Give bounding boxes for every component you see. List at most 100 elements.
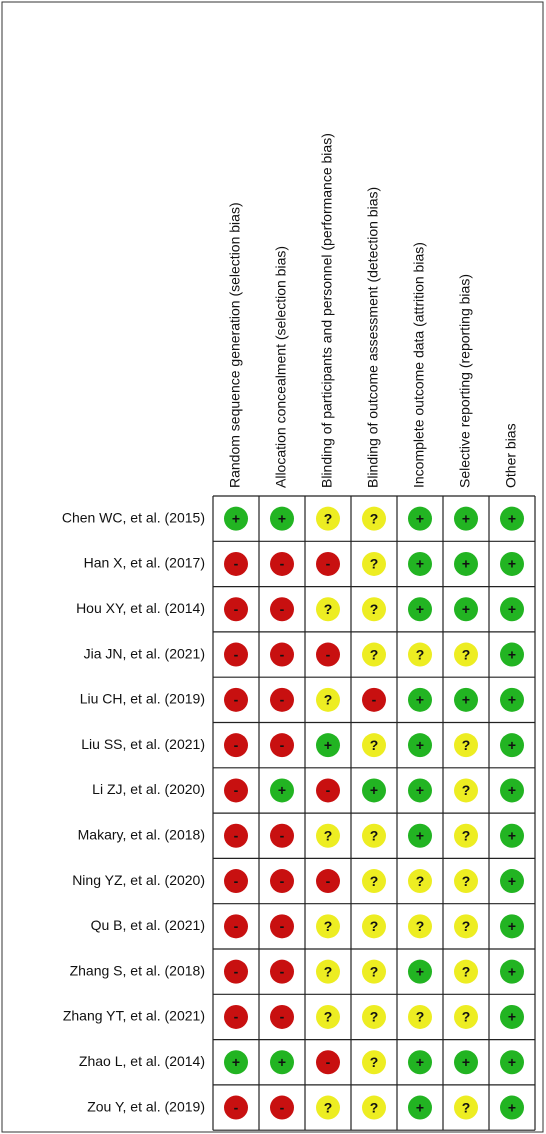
judgment-circle <box>270 778 294 803</box>
judgment-circle <box>454 551 478 576</box>
study-label: Zhang YT, et al. (2021) <box>63 1008 205 1024</box>
judgment-symbol: - <box>280 646 285 662</box>
judgment-circle <box>270 733 294 758</box>
judgment-symbol: - <box>234 601 239 617</box>
judgment-circle <box>500 1095 524 1120</box>
judgment-circle <box>270 959 294 984</box>
judgment-symbol: + <box>232 510 240 526</box>
judgment-symbol: ? <box>462 827 471 843</box>
judgment-symbol: + <box>508 1099 516 1115</box>
judgment-symbol: + <box>416 1099 424 1115</box>
judgment-symbol: + <box>416 1054 424 1070</box>
study-label: Zhao L, et al. (2014) <box>79 1053 205 1069</box>
study-label: Zhang S, et al. (2018) <box>70 962 205 978</box>
judgment-symbol: - <box>234 1009 239 1025</box>
judgment-circle <box>224 687 248 712</box>
judgment-circle <box>316 1095 340 1120</box>
judgment-symbol: - <box>280 873 285 889</box>
judgment-symbol: + <box>508 601 516 617</box>
judgment-circle <box>316 1050 340 1075</box>
judgment-circle <box>316 733 340 758</box>
judgment-symbol: - <box>234 737 239 753</box>
judgment-circle <box>454 1095 478 1120</box>
judgment-circle <box>270 506 294 531</box>
judgment-symbol: ? <box>324 1009 333 1025</box>
judgment-circle <box>316 823 340 848</box>
judgment-symbol: - <box>280 601 285 617</box>
judgment-symbol: ? <box>462 1009 471 1025</box>
judgment-symbol: - <box>326 646 331 662</box>
judgment-circle <box>224 733 248 758</box>
judgment-symbol: - <box>234 963 239 979</box>
judgment-circle <box>270 869 294 894</box>
judgment-symbol: ? <box>370 1009 379 1025</box>
judgment-symbol: ? <box>462 646 471 662</box>
judgment-symbol: + <box>416 692 424 708</box>
judgment-circle <box>224 959 248 984</box>
judgment-symbol: + <box>416 782 424 798</box>
judgment-circle <box>270 1004 294 1029</box>
judgment-symbol: ? <box>462 737 471 753</box>
judgment-symbol: + <box>508 556 516 572</box>
judgment-symbol: - <box>234 918 239 934</box>
judgment-symbol: - <box>326 873 331 889</box>
judgment-circle <box>500 1004 524 1029</box>
judgment-circle <box>500 778 524 803</box>
judgment-circle <box>224 869 248 894</box>
judgment-circle <box>408 869 432 894</box>
column-header: Other bias <box>503 423 519 488</box>
study-label: Zou Y, et al. (2019) <box>87 1098 205 1114</box>
judgment-symbol: - <box>280 918 285 934</box>
judgment-circle <box>454 687 478 712</box>
judgment-circle <box>408 778 432 803</box>
judgment-symbol: + <box>370 782 378 798</box>
judgment-circle <box>362 1050 386 1075</box>
judgment-symbol: - <box>234 646 239 662</box>
judgment-circle <box>224 506 248 531</box>
judgment-symbol: ? <box>324 963 333 979</box>
judgment-symbol: + <box>462 692 470 708</box>
judgment-symbol: + <box>278 782 286 798</box>
judgment-circle <box>362 914 386 939</box>
judgment-circle <box>454 1004 478 1029</box>
judgment-symbol: ? <box>416 646 425 662</box>
judgment-symbol: - <box>234 1099 239 1115</box>
judgment-symbol: ? <box>370 510 379 526</box>
judgment-circle <box>500 914 524 939</box>
judgment-circle <box>500 642 524 667</box>
judgment-circle <box>408 1095 432 1120</box>
judgment-circle <box>224 642 248 667</box>
judgment-circle <box>224 778 248 803</box>
judgment-circle <box>408 959 432 984</box>
judgment-symbol: + <box>508 646 516 662</box>
judgment-symbol: - <box>234 556 239 572</box>
judgment-circle <box>362 642 386 667</box>
study-label: Jia JN, et al. (2021) <box>84 645 205 661</box>
judgment-circle <box>224 551 248 576</box>
judgment-symbol: + <box>278 1054 286 1070</box>
judgment-circle <box>362 1004 386 1029</box>
judgment-symbol: ? <box>370 873 379 889</box>
judgment-symbol: - <box>280 737 285 753</box>
judgment-circle <box>270 823 294 848</box>
judgment-circle <box>362 778 386 803</box>
judgment-symbol: - <box>326 556 331 572</box>
judgment-symbol: + <box>416 827 424 843</box>
judgment-symbol: ? <box>324 692 333 708</box>
judgment-symbol: - <box>280 556 285 572</box>
judgment-circle <box>362 823 386 848</box>
judgment-circle <box>316 869 340 894</box>
judgment-circle <box>224 1004 248 1029</box>
judgment-circle <box>270 1050 294 1075</box>
judgment-circle <box>362 1095 386 1120</box>
judgment-circle <box>316 1004 340 1029</box>
judgment-symbol: - <box>326 1054 331 1070</box>
judgment-symbol: + <box>508 827 516 843</box>
judgment-circle <box>500 1050 524 1075</box>
judgment-circle <box>500 551 524 576</box>
judgment-symbol: + <box>416 556 424 572</box>
judgment-symbol: ? <box>370 601 379 617</box>
judgment-circle <box>316 959 340 984</box>
study-label: Han X, et al. (2017) <box>84 555 205 571</box>
